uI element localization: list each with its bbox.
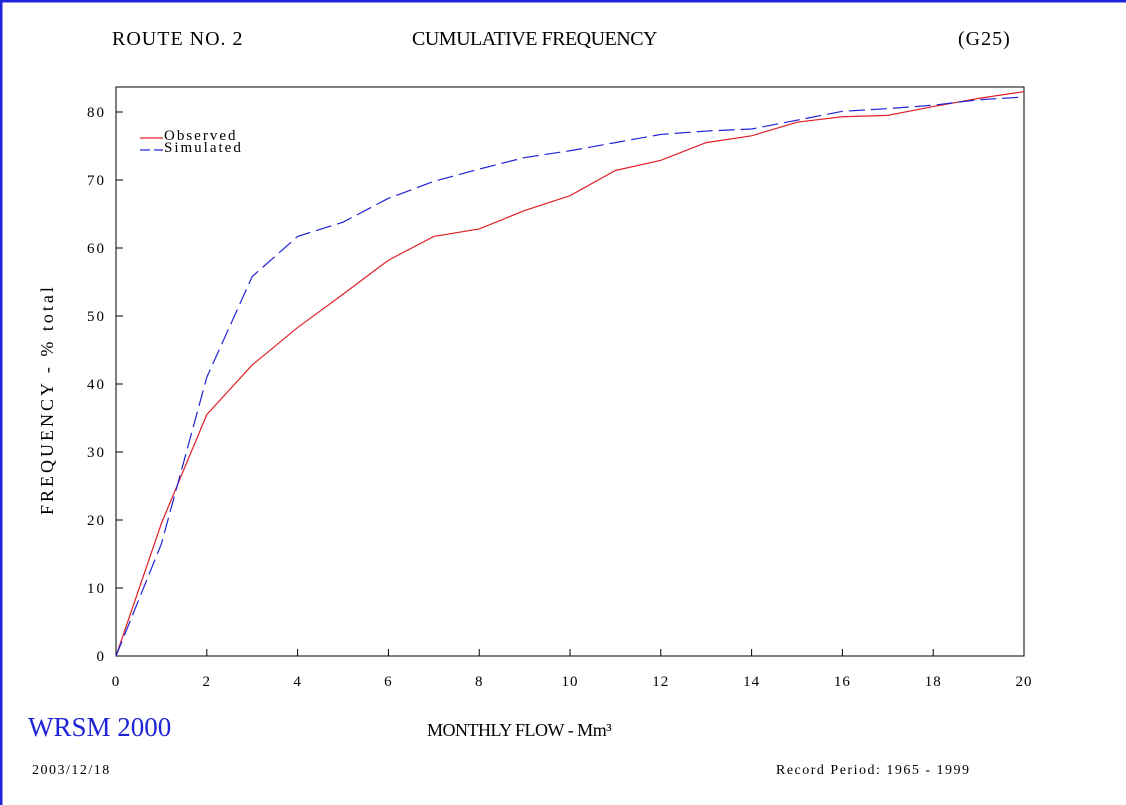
x-tick-label: 14 [743,674,760,690]
y-tick-label: 0 [97,649,107,665]
y-tick-label: 80 [87,105,106,121]
x-tick-label: 12 [652,674,669,690]
y-tick-label: 20 [87,513,106,529]
series-line-simulated [115,96,1025,657]
y-tick-label: 30 [87,445,106,461]
x-tick-label: 18 [925,674,942,690]
x-tick-label: 20 [1016,674,1033,690]
legend-label-simulated: Simulated [164,140,243,156]
y-tick-label: 10 [87,581,106,597]
brand-logo-text: WRSM 2000 [28,712,172,742]
x-tick-label: 0 [112,674,121,690]
x-axis-label: MONTHLY FLOW - Mm³ [427,720,612,740]
x-tick-label: 8 [475,674,484,690]
report-date: 2003/12/18 [32,763,111,778]
plot-area [115,86,1025,657]
x-tick-label: 4 [293,674,302,690]
y-tick-label: 70 [87,173,106,189]
gauge-code: (G25) [958,28,1011,50]
series-line-observed [115,91,1025,657]
route-label: ROUTE NO. 2 [112,28,244,50]
y-tick-label: 50 [87,309,106,325]
axis-ticks: 0 10 20 30 40 50 60 70 80 0 2 4 6 8 10 12 14 16 18 20 [87,105,1033,690]
record-period: Record Period: 1965 - 1999 [776,763,971,778]
x-tick-label: 6 [384,674,393,690]
y-tick-label: 40 [87,377,106,393]
x-tick-label: 16 [834,674,851,690]
y-axis-label: FREQUENCY - % total [37,284,57,515]
series-lines [115,91,1025,657]
legend-label-observed: Observed [164,128,237,144]
x-tick-label: 10 [562,674,579,690]
chart-title: CUMULATIVE FREQUENCY [412,28,658,50]
x-tick-label: 2 [203,674,212,690]
y-tick-label: 60 [87,241,106,257]
